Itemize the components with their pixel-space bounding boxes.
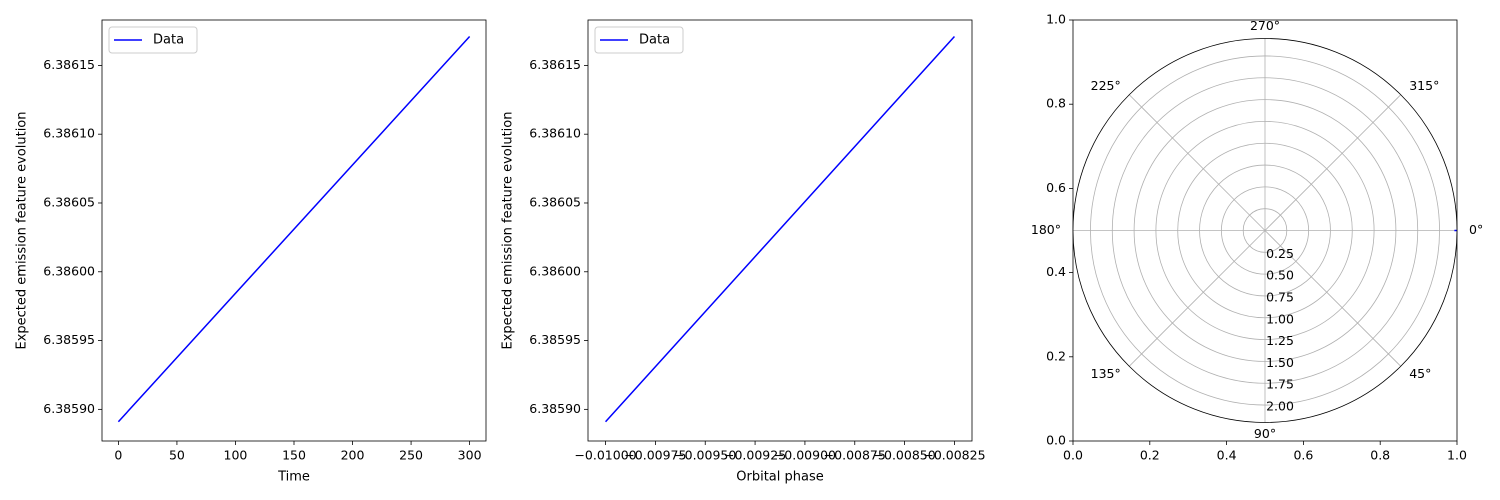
y-tick-label: 6.38605 (529, 194, 581, 209)
r-tick-label: 0.50 (1266, 268, 1294, 283)
x-tick-label: −0.00850 (874, 448, 936, 463)
legend: Data (594, 26, 684, 54)
y-tick-label: 6.38590 (43, 401, 95, 416)
y-tick-label: 6.38590 (529, 401, 581, 416)
axes-frame (587, 19, 973, 442)
r-tick-label: 0.25 (1266, 246, 1294, 261)
data-line-series (604, 36, 956, 423)
x-tick-label: 0.8 (1370, 448, 1390, 463)
legend-box (108, 26, 198, 54)
x-tick-label: −0.00875 (824, 448, 886, 463)
polar-grid-spoke (1264, 94, 1402, 231)
legend-label: Data (639, 33, 670, 48)
x-tick-label: −0.00825 (923, 448, 985, 463)
y-tick-label: 0.6 (1046, 180, 1066, 195)
legend: Data (108, 26, 198, 54)
x-tick-label: 0.4 (1217, 448, 1237, 463)
chart-3: 0.0 0.2 0.4 0.6 0.8 1.00.00.20.40.60.81.00.25… (1031, 12, 1483, 463)
y-axis-label: Expected emission feature evolution (15, 111, 30, 349)
chart-1: 0 50 100 150 200 250 300 6.38590 6.38595 6.38600 6… (15, 19, 487, 485)
r-tick-label: 1.75 (1266, 377, 1294, 392)
polar-axes: 0.25 0.50 0.75 1.00 1.25 1.50 1.75 2.00 0° 45° 90°… (1031, 18, 1483, 441)
x-tick-label: 0.0 (1063, 448, 1083, 463)
theta-label: 270° (1250, 18, 1280, 33)
x-tick-label: 50 (169, 448, 185, 463)
data-line-series (117, 36, 471, 423)
r-tick-label: 1.25 (1266, 333, 1294, 348)
chart-2: −0.01000−0.00975−0.00950−0.00925−0.00900… (501, 19, 986, 485)
theta-label: 135° (1091, 366, 1121, 381)
theta-label: 90° (1254, 426, 1276, 441)
x-tick-label: 0.6 (1293, 448, 1313, 463)
theta-label: 180° (1031, 222, 1061, 237)
y-tick-label: 0.0 (1046, 433, 1066, 448)
x-tick-label: 0.2 (1140, 448, 1160, 463)
polar-grid-spoke (1264, 230, 1402, 367)
y-tick-label: 6.38600 (529, 263, 581, 278)
legend-box (594, 26, 684, 54)
r-tick-label: 0.75 (1266, 289, 1294, 304)
axes-frame (101, 19, 487, 442)
x-tick-label: 150 (282, 448, 306, 463)
x-tick-label: −0.00975 (624, 448, 686, 463)
y-tick-label: 6.38595 (43, 332, 95, 347)
theta-label: 315° (1409, 78, 1439, 93)
y-tick-label: 0.2 (1046, 348, 1066, 363)
x-tick-label: 1.0 (1447, 448, 1467, 463)
y-tick-label: 6.38615 (529, 57, 581, 72)
x-axis-label: Orbital phase (736, 470, 823, 485)
y-tick-label: 0.8 (1046, 96, 1066, 111)
r-tick-label: 1.50 (1266, 355, 1294, 370)
x-tick-label: 200 (341, 448, 365, 463)
x-tick-label: −0.01000 (574, 448, 636, 463)
polar-grid-spoke (1128, 94, 1266, 231)
y-tick-label: 6.38600 (43, 263, 95, 278)
r-tick-label: 2.00 (1266, 399, 1294, 414)
theta-label: 0° (1469, 222, 1483, 237)
polar-grid-spoke (1128, 230, 1266, 367)
y-tick-label: 6.38595 (529, 332, 581, 347)
x-tick-label: 0 (114, 448, 122, 463)
x-tick-label: −0.00950 (674, 448, 736, 463)
x-tick-label: 100 (224, 448, 248, 463)
theta-label: 45° (1409, 366, 1431, 381)
x-tick-label: −0.00925 (724, 448, 786, 463)
y-tick-label: 6.38610 (529, 126, 581, 141)
x-tick-label: −0.00900 (774, 448, 836, 463)
polar-outer-circle (1072, 38, 1458, 423)
y-tick-label: 6.38605 (43, 194, 95, 209)
x-axis-label: Time (277, 470, 310, 485)
y-tick-label: 0.4 (1046, 264, 1066, 279)
y-tick-label: 6.38615 (43, 57, 95, 72)
theta-label: 225° (1091, 78, 1121, 93)
y-tick-label: 6.38610 (43, 126, 95, 141)
legend-label: Data (153, 33, 184, 48)
r-tick-label: 1.00 (1266, 311, 1294, 326)
x-tick-label: 300 (458, 448, 482, 463)
x-tick-label: 250 (399, 448, 423, 463)
y-tick-label: 1.0 (1046, 12, 1066, 27)
y-axis-label: Expected emission feature evolution (501, 111, 516, 349)
